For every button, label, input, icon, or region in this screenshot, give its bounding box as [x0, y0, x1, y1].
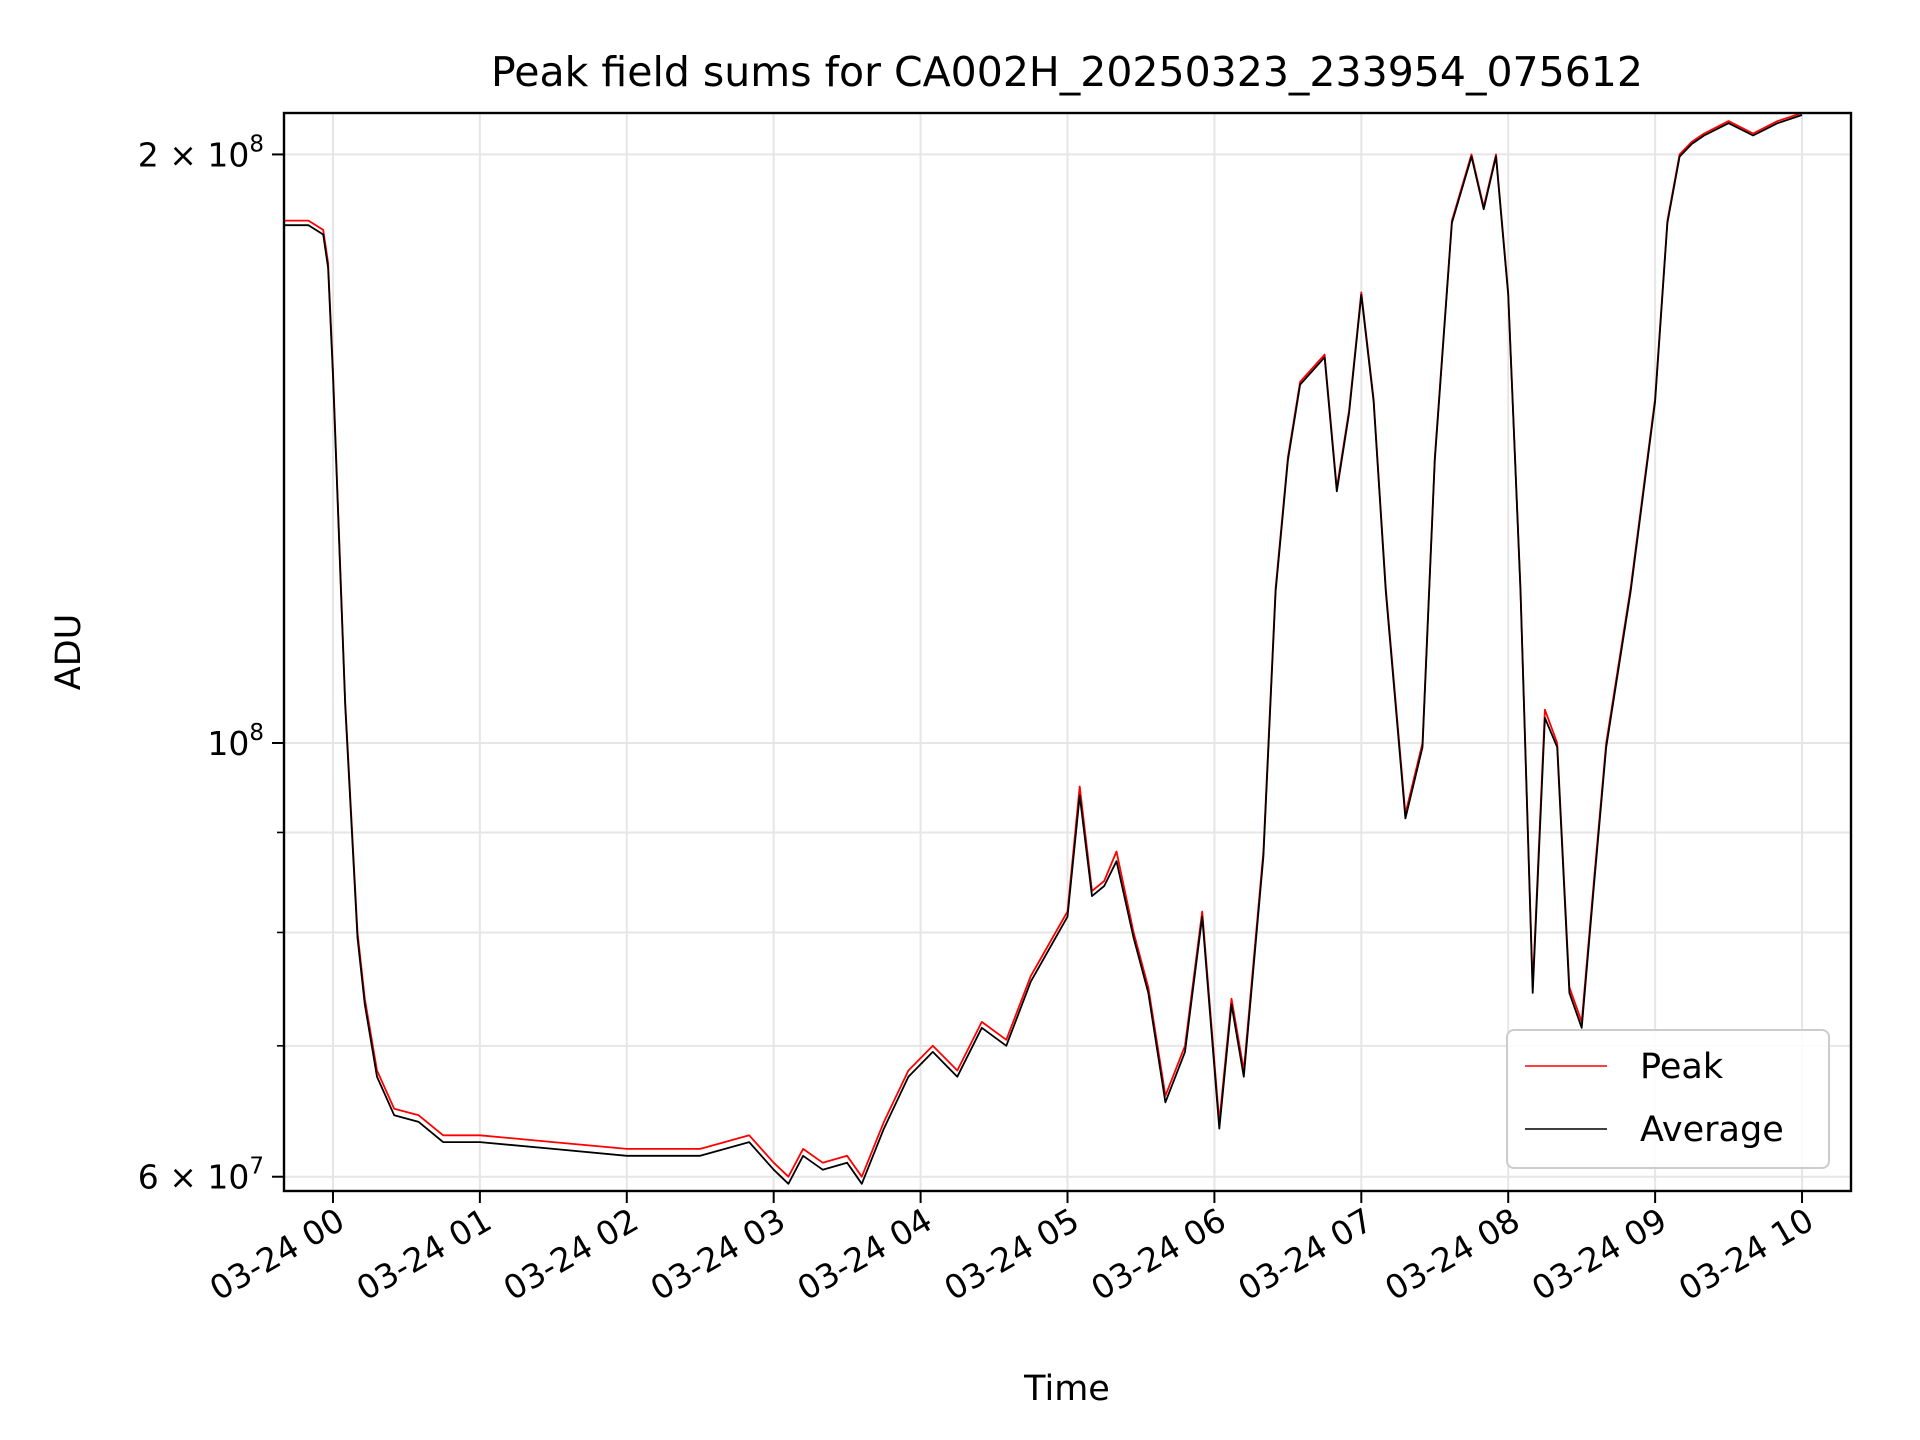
legend-label-peak: Peak: [1640, 1047, 1724, 1087]
x-tick-label: 03-24 01: [350, 1200, 498, 1308]
x-tick-label: 03-24 07: [1231, 1200, 1379, 1308]
x-tick-label: 03-24 08: [1378, 1200, 1526, 1308]
series-line-average: [284, 114, 1803, 1185]
x-tick-label: 03-24 10: [1672, 1200, 1820, 1308]
y-axis-label: ADU: [49, 614, 89, 691]
x-axis-label: Time: [1023, 1369, 1110, 1409]
x-tick-label: 03-24 09: [1525, 1200, 1673, 1308]
x-tick-label: 03-24 04: [791, 1200, 939, 1308]
x-tick-label: 03-24 00: [203, 1200, 351, 1308]
plot-lines: [284, 112, 1803, 1185]
x-tick-label: 03-24 03: [644, 1200, 792, 1308]
series-line-peak: [284, 112, 1803, 1178]
x-tick-label: 03-24 02: [497, 1200, 645, 1308]
legend: Peak Average: [1506, 1029, 1830, 1169]
y-ticks: 2 × 108 108 6 × 107: [138, 131, 284, 1197]
y-tick-label: 6 × 107: [138, 1154, 264, 1197]
y-tick-label: 108: [207, 720, 264, 763]
x-tick-label: 03-24 06: [1084, 1200, 1232, 1308]
chart-title: Peak field sums for CA002H_20250323_2339…: [491, 48, 1643, 96]
grid: [284, 113, 1851, 1191]
legend-label-average: Average: [1640, 1110, 1784, 1150]
y-tick-label: 2 × 108: [138, 131, 264, 174]
legend-box: [1506, 1029, 1830, 1169]
x-tick-label: 03-24 05: [938, 1200, 1086, 1308]
